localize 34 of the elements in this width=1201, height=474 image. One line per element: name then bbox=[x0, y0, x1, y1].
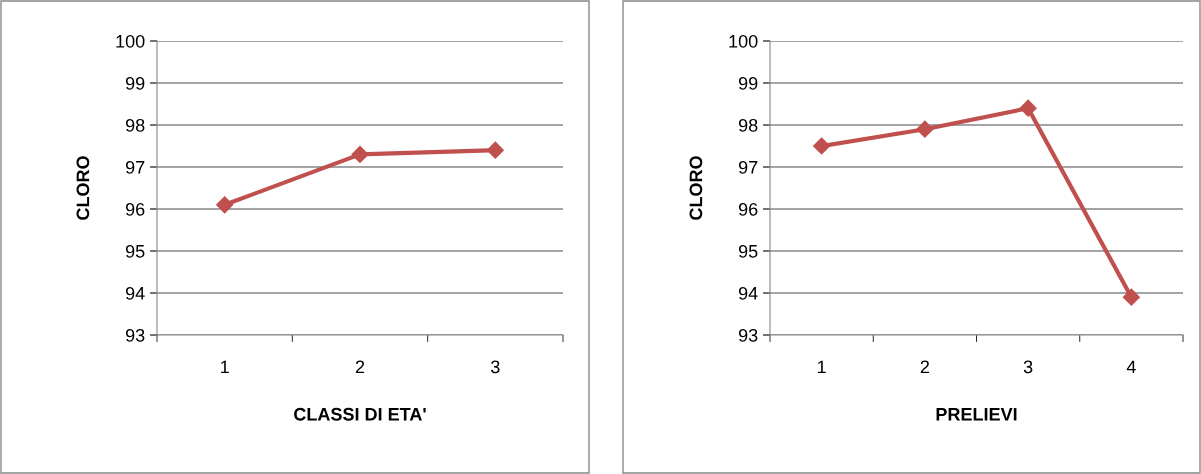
x-tick-label: 3 bbox=[1023, 360, 1033, 374]
x-axis-title: PRELIEVI bbox=[936, 408, 1017, 421]
point bbox=[813, 137, 831, 155]
point bbox=[486, 141, 504, 159]
point bbox=[1122, 288, 1140, 306]
point bbox=[916, 120, 934, 138]
x-tick-label: 2 bbox=[920, 360, 929, 374]
x-tick-label: 3 bbox=[491, 360, 500, 374]
y-tick-label: 95 bbox=[738, 244, 758, 258]
y-tick-label: 94 bbox=[738, 286, 758, 300]
y-tick-label: 95 bbox=[125, 244, 145, 258]
y-tick-label: 94 bbox=[125, 286, 145, 300]
y-tick-label: 98 bbox=[738, 118, 758, 132]
point bbox=[216, 196, 234, 214]
y-axis-title: CLORO bbox=[689, 156, 703, 220]
x-tick-label: 4 bbox=[1126, 360, 1136, 374]
y-tick-label: 93 bbox=[738, 328, 758, 342]
x-tick-label: 1 bbox=[221, 360, 229, 374]
y-axis-title: CLORO bbox=[76, 156, 90, 220]
x-axis-title: CLASSI DI ETA' bbox=[294, 407, 426, 421]
point bbox=[1019, 99, 1037, 117]
y-tick-label: 99 bbox=[738, 76, 758, 90]
y-tick-label: 93 bbox=[125, 328, 145, 342]
y-tick-label: 98 bbox=[125, 118, 145, 132]
y-tick-label: 97 bbox=[738, 160, 758, 174]
y-tick-label: 96 bbox=[125, 202, 145, 216]
point bbox=[351, 145, 369, 163]
y-tick-label: 97 bbox=[125, 160, 145, 174]
x-tick-label: 1 bbox=[817, 360, 826, 374]
y-tick-label: 99 bbox=[125, 76, 145, 90]
y-tick-label: 96 bbox=[738, 202, 758, 216]
y-tick-label: 100 bbox=[116, 34, 145, 48]
x-tick-label: 2 bbox=[355, 360, 365, 374]
y-tick-label: 100 bbox=[729, 34, 758, 48]
